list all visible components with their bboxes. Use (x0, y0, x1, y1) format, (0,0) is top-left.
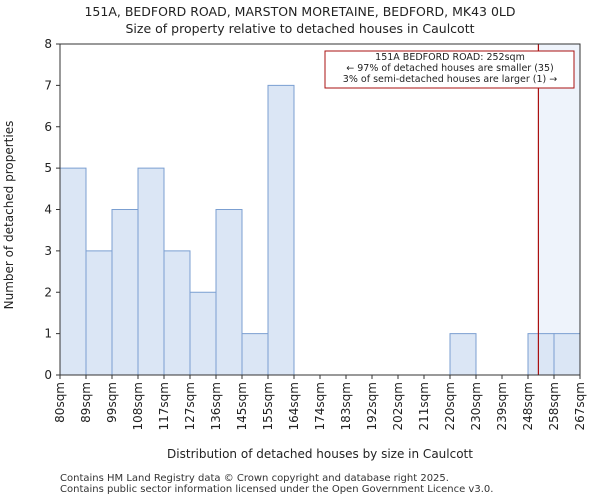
y-axis-label: Number of detached properties (2, 121, 16, 310)
footer-line-2: Contains public sector information licen… (60, 484, 494, 495)
y-tick-label: 5 (44, 161, 52, 175)
y-tick-label: 6 (44, 120, 52, 134)
x-tick-label: 183sqm (339, 382, 353, 430)
bar-127sqm (189, 291, 217, 376)
x-tick-label: 80sqm (53, 382, 67, 423)
bar-80sqm (59, 167, 87, 376)
y-tick-label: 2 (44, 285, 52, 299)
y-tick-label: 8 (44, 37, 52, 51)
x-tick-label: 174sqm (313, 382, 327, 430)
x-tick-label: 248sqm (521, 382, 535, 430)
bar-145sqm (241, 333, 269, 376)
bar-155sqm (267, 84, 295, 376)
y-tick-label: 3 (44, 244, 52, 258)
x-tick-label: 117sqm (157, 382, 171, 430)
bar-258sqm (553, 333, 581, 376)
x-tick-label: 145sqm (235, 382, 249, 430)
x-tick-label: 108sqm (131, 382, 145, 430)
y-tick-label: 0 (44, 368, 52, 382)
annotation-box: 151A BEDFORD ROAD: 252sqm ← 97% of detac… (324, 50, 575, 89)
x-tick-label: 89sqm (79, 382, 93, 423)
bar-220sqm (449, 333, 477, 376)
chart-subtitle: Size of property relative to detached ho… (125, 21, 475, 36)
y-tick-label: 1 (44, 327, 52, 341)
x-tick-label: 202sqm (391, 382, 405, 430)
annotation-frame (324, 50, 575, 89)
bar-136sqm (215, 209, 243, 376)
annotation-line-3: 3% of semi-detached houses are larger (1… (342, 74, 558, 85)
x-tick-label: 258sqm (547, 382, 561, 430)
x-tick-label: 136sqm (209, 382, 223, 430)
y-tick-label: 4 (44, 203, 52, 217)
bar-89sqm (85, 250, 113, 376)
annotation-line-2: ← 97% of detached houses are smaller (35… (346, 63, 554, 74)
x-tick-label: 239sqm (495, 382, 509, 430)
x-tick-label: 99sqm (105, 382, 119, 423)
annotation-line-1: 151A BEDFORD ROAD: 252sqm (375, 52, 525, 63)
x-tick-label: 192sqm (365, 382, 379, 430)
above-marker-shade (538, 44, 580, 375)
x-axis-label: Distribution of detached houses by size … (167, 447, 473, 461)
bar-99sqm (111, 209, 139, 376)
bar-248sqm (527, 333, 555, 376)
x-tick-label: 230sqm (469, 382, 483, 430)
x-tick-label: 127sqm (183, 382, 197, 430)
bar-108sqm (137, 167, 165, 376)
x-tick-label: 220sqm (443, 382, 457, 430)
footer-line-1: Contains HM Land Registry data © Crown c… (60, 473, 449, 484)
y-tick-label: 7 (44, 78, 52, 92)
bar-117sqm (163, 250, 191, 376)
x-tick-label: 155sqm (261, 382, 275, 430)
x-tick-label: 164sqm (287, 382, 301, 430)
x-tick-label: 267sqm (573, 382, 587, 430)
chart-title: 151A, BEDFORD ROAD, MARSTON MORETAINE, B… (84, 4, 516, 19)
x-tick-label: 211sqm (417, 382, 431, 430)
